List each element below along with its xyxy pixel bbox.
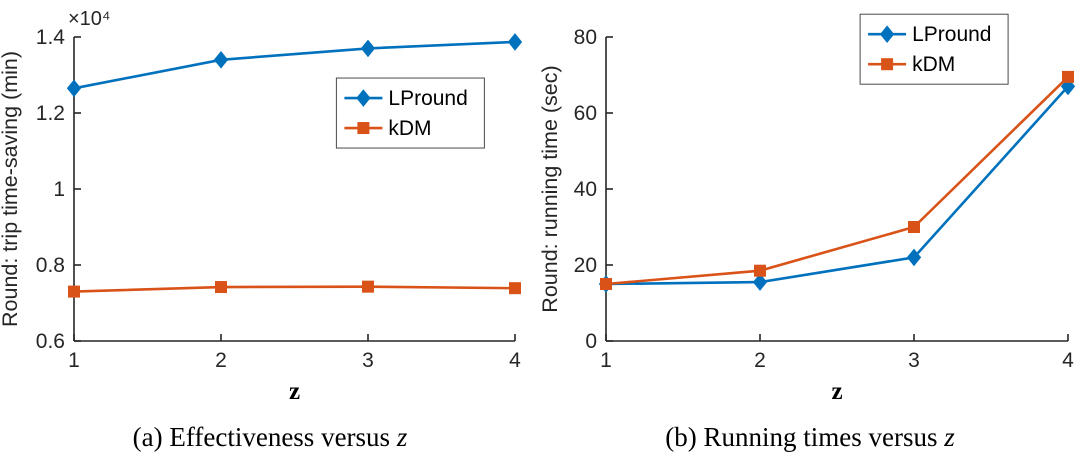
caption-a-text: (a) Effectiveness versus [132, 422, 397, 452]
y-axis-multiplier: ×10⁴ [68, 8, 111, 30]
data-point-kdm [215, 281, 227, 294]
legend-box [335, 77, 485, 149]
figure-panel: 1 2 3 4 0.6 0.8 1 1.2 1.4 ×10⁴ Round: trip time-sa… [0, 2, 1080, 453]
y-tick-label: 1 [53, 178, 65, 201]
y-tick-label: 1.2 [36, 102, 65, 125]
data-point-lpround [752, 273, 768, 291]
caption-a: (a) Effectiveness versus z [0, 422, 540, 453]
data-point-kdm [600, 278, 612, 290]
legend-entry-lpround: LPround [388, 87, 467, 110]
y-tick-label: 1.4 [36, 26, 66, 49]
legend-sample-marker [357, 122, 370, 135]
x-tick-label: 1 [600, 349, 612, 372]
x-axis-label: z [831, 378, 842, 405]
x-tick-label: 4 [1062, 349, 1074, 372]
y-axis-label: Round: running time (sec) [540, 65, 562, 312]
effectiveness-chart-svg: 1 2 3 4 0.6 0.8 1 1.2 1.4×10⁴ Round: trip time-sa… [0, 8, 523, 405]
x-axis-label: z [289, 378, 300, 405]
x-tick-label: 1 [68, 349, 80, 372]
caption-a-variable: z [396, 422, 408, 452]
series-line-kdm [605, 75, 1069, 286]
data-point-lpround [507, 33, 523, 51]
chart-running-times: 1 2 3 4 0 20 40 60 80 Round: running time (sec) z L… [540, 2, 1080, 453]
data-point-lpround [66, 79, 82, 98]
x-tick-label: 2 [754, 349, 766, 372]
x-tick-label: 4 [509, 349, 521, 372]
x-tick-label: 2 [215, 349, 227, 372]
data-point-kdm [754, 264, 766, 277]
legend-sample-marker [879, 25, 895, 43]
x-tick-label: 3 [362, 349, 374, 372]
y-axis-label: Round: trip time-saving (min) [0, 51, 22, 327]
data-point-lpround [360, 39, 376, 58]
legend-sample-marker [356, 89, 371, 107]
y-tick-label: 0.8 [36, 254, 65, 277]
legend-entry-kdm: kDM [912, 53, 955, 76]
x-tick-label: 3 [908, 349, 920, 372]
legend-entry-lpround: LPround [912, 23, 991, 46]
data-point-lpround [906, 248, 922, 267]
data-point-kdm [362, 280, 374, 293]
caption-b: (b) Running times versus z [540, 422, 1080, 453]
y-tick-label: 0.6 [36, 330, 65, 353]
chart-effectiveness: 1 2 3 4 0.6 0.8 1 1.2 1.4 ×10⁴ Round: trip time-sa… [0, 2, 540, 453]
data-point-kdm [68, 285, 80, 298]
series-line-kdm [73, 285, 516, 293]
caption-b-text: (b) Running times versus [665, 422, 945, 452]
legend-box [859, 13, 1009, 85]
y-tick-label: 20 [574, 254, 597, 277]
y-tick-label: 0 [585, 330, 597, 353]
y-tick-label: 60 [574, 102, 597, 125]
series-line-lpround [73, 40, 516, 90]
y-tick-label: 40 [574, 178, 597, 201]
legend-entry-kdm: kDM [388, 117, 431, 140]
series-line-lpround [605, 85, 1069, 286]
data-point-kdm [908, 221, 920, 233]
data-point-kdm [509, 282, 521, 295]
y-tick-label: 80 [574, 26, 597, 49]
data-point-kdm [1062, 70, 1074, 83]
data-point-lpround [213, 51, 229, 69]
caption-b-variable: z [944, 422, 955, 452]
legend-sample-marker [881, 58, 894, 71]
